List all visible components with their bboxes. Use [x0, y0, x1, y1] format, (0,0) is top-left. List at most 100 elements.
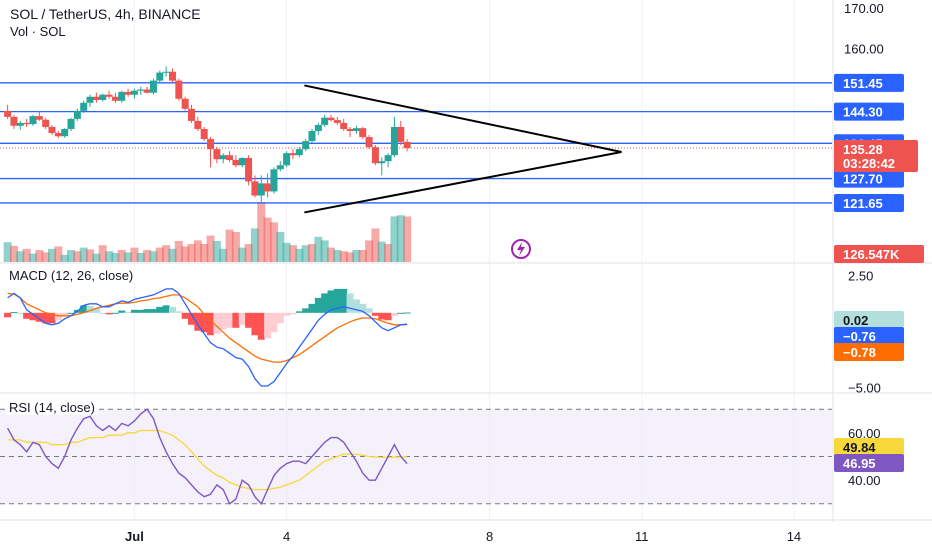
rsi-tick-label: 40.00 [848, 473, 881, 488]
macd-histogram-bar [181, 312, 189, 319]
candle-body [403, 141, 411, 149]
candle [61, 128, 69, 138]
candle [10, 114, 18, 129]
macd-histogram-bar [149, 309, 157, 313]
macd-histogram-bar [80, 305, 88, 313]
time-tick-label: 4 [283, 529, 290, 544]
volume-bar [396, 215, 405, 262]
candle-body [80, 102, 88, 111]
candle [149, 78, 157, 95]
volume-bar [200, 244, 209, 262]
volume-bar [117, 250, 126, 262]
volume-bar [187, 244, 196, 262]
candle-body [194, 120, 202, 129]
macd-histogram-bar [200, 312, 208, 333]
candle-body [276, 165, 284, 170]
volume-bar [67, 250, 76, 262]
macd-histogram-tag: 0.02 [834, 311, 904, 329]
volume-bar [250, 228, 259, 262]
volume-bar [384, 244, 393, 262]
volume-legend: Vol · SOL [10, 24, 66, 39]
candle-body [333, 120, 341, 123]
volume-bar [92, 253, 101, 262]
candle-body [352, 128, 360, 131]
macd-histogram-bar [314, 297, 322, 313]
macd-histogram-bar [340, 288, 348, 313]
candle-body [340, 122, 348, 129]
candle-body [23, 122, 31, 125]
macd-histogram-bar [270, 312, 278, 333]
macd-histogram-bar [384, 312, 392, 321]
macd-histogram-bar [48, 312, 56, 324]
volume-bar [333, 250, 342, 262]
candle-body [213, 149, 221, 160]
candle-body [295, 149, 303, 156]
candle-body [35, 116, 43, 120]
macd-histogram-bar [333, 288, 341, 313]
candle [359, 126, 367, 140]
macd-value-tag-bg [834, 327, 904, 345]
lightning-icon[interactable] [511, 239, 531, 259]
macd-histogram-bar [16, 312, 24, 314]
macd-histogram-bar [130, 309, 138, 313]
macd-tick-label: −5.00 [848, 381, 881, 396]
level-price-tag: 151.45 [834, 73, 904, 92]
candle [175, 78, 183, 101]
macd-histogram-bar [29, 312, 37, 321]
candle-body [397, 126, 405, 142]
candle-body [283, 153, 291, 166]
triangle-pattern [304, 84, 622, 214]
volume-bar [193, 240, 202, 262]
candle-body [314, 124, 322, 131]
candle-body [327, 117, 335, 121]
volume-bar [3, 242, 12, 262]
candle [86, 94, 94, 107]
candle-body [232, 160, 240, 166]
candle [378, 157, 386, 176]
macd-histogram-bar [327, 290, 335, 313]
candle [251, 175, 259, 198]
volume-bar [276, 232, 285, 262]
macd-signal-tag-bg [834, 343, 904, 361]
time-tick-label: Jul [125, 529, 144, 544]
volume-bar [143, 250, 152, 262]
volume-value-tag-text: 126.547K [843, 247, 900, 262]
macd-histogram-bar [352, 299, 360, 313]
volume-bar [314, 236, 323, 262]
rsi-ma-tag-bg [834, 438, 904, 456]
last-price-value: 135.28 [843, 142, 883, 157]
candle [137, 86, 145, 95]
candle-body [321, 117, 329, 125]
volume-bar [308, 244, 316, 262]
candle [219, 153, 227, 164]
macd-histogram-bar [207, 312, 215, 336]
candle-body [270, 169, 278, 192]
volume-value-tag-bg [834, 245, 924, 263]
macd-histogram-bar [359, 303, 367, 313]
macd-signal-tag-text: −0.78 [843, 345, 876, 360]
macd-histogram-bar [289, 312, 297, 315]
candle-body [137, 89, 145, 91]
macd-histogram-bar [118, 310, 126, 313]
volume-bar [339, 251, 348, 262]
volume-bar [225, 229, 234, 262]
rsi-value-tag: 46.95 [834, 454, 904, 472]
macd-histogram-bar [403, 312, 411, 314]
candle [314, 122, 322, 136]
rsi-line [6, 408, 408, 506]
candle [16, 120, 24, 130]
macd-histogram-bar [295, 311, 303, 313]
candle-body [302, 141, 310, 150]
macd-histogram-bar [213, 312, 221, 334]
candle-body [86, 96, 94, 103]
candle [124, 88, 132, 97]
volume-bar [288, 245, 297, 262]
macd-histogram-bar [302, 308, 310, 313]
volume-bar [301, 245, 310, 262]
volume-bar [9, 245, 18, 262]
volume-bar [155, 247, 164, 262]
candle-body [245, 158, 253, 182]
volume-bar [162, 245, 171, 262]
